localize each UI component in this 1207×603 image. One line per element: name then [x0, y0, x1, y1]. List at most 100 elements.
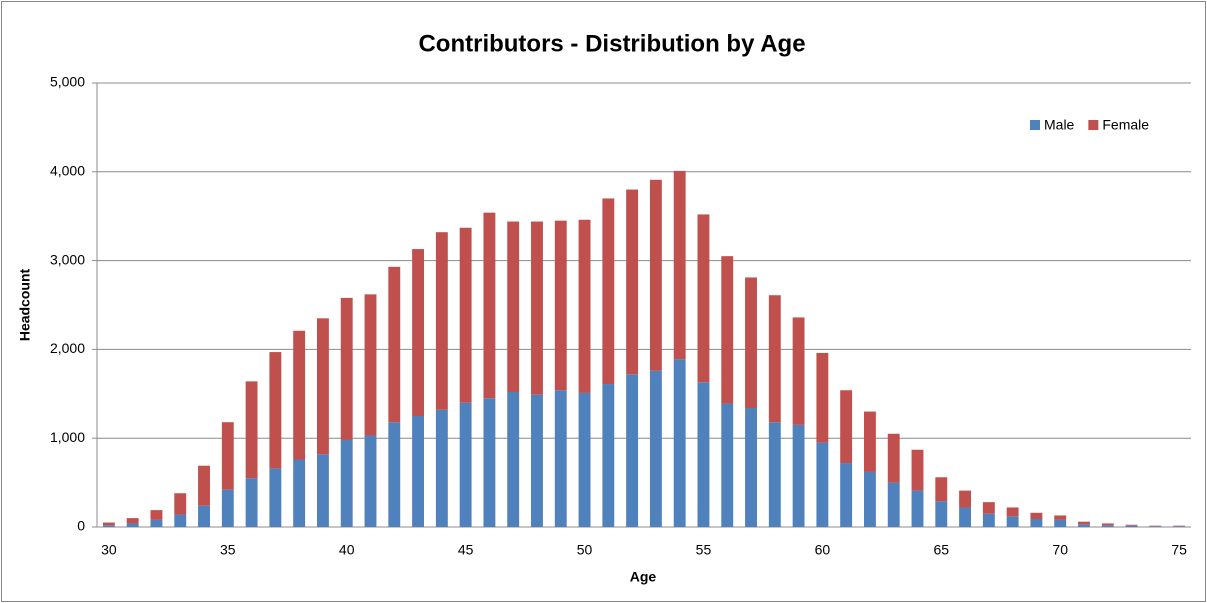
bar-segment	[388, 266, 401, 423]
bar-segment	[578, 219, 591, 393]
bar-segment	[697, 382, 710, 527]
bar-segment	[721, 403, 734, 527]
bar-segment	[126, 518, 139, 524]
bar-segment	[1173, 525, 1186, 527]
bar-segment	[816, 352, 829, 443]
bar-segment	[531, 394, 543, 527]
bar-segment	[768, 422, 781, 527]
bar-segment	[673, 170, 686, 360]
bar-segment	[816, 442, 829, 527]
bar-segment	[269, 468, 282, 527]
bar-segment	[435, 232, 448, 410]
x-tick-label: 60	[815, 542, 831, 558]
bar-segment	[982, 502, 995, 514]
bar-segment	[959, 507, 972, 527]
x-tick-label: 35	[220, 542, 236, 558]
bar-segment	[483, 212, 496, 399]
y-tick-label: 2,000	[50, 340, 85, 356]
bar-segment	[863, 411, 876, 472]
bar-segment	[721, 256, 734, 404]
y-tick-label: 1,000	[50, 429, 85, 445]
bar-segment	[1125, 525, 1138, 527]
bar-segment	[768, 295, 781, 423]
bar-segment	[649, 179, 662, 371]
bar-segment	[863, 471, 876, 527]
bar-segment	[840, 463, 853, 527]
bar-segment	[293, 330, 306, 460]
bar-segment	[1125, 524, 1138, 526]
bar-segment	[340, 297, 353, 440]
bar-segment	[602, 198, 615, 385]
bar-segment	[673, 359, 686, 527]
x-tick-label: 30	[101, 542, 117, 558]
x-axis-title: Age	[630, 569, 657, 585]
bar-segment	[102, 522, 115, 526]
bar-segment	[697, 214, 710, 383]
bar-segment	[1054, 515, 1067, 520]
bar-segment	[649, 370, 662, 527]
bar-segment	[578, 392, 591, 527]
legend-label: Male	[1044, 117, 1075, 133]
bar-segment	[1030, 512, 1043, 520]
bar-segment	[340, 439, 353, 527]
bar-segment	[174, 493, 187, 515]
bar-segment	[554, 390, 567, 527]
bar-segment	[198, 505, 210, 527]
bar-segment	[554, 220, 567, 391]
bar-segment	[1054, 519, 1067, 527]
bar-segment	[887, 482, 900, 527]
bar-segment	[507, 221, 520, 393]
y-tick-label: 5,000	[50, 74, 85, 90]
bar-segment	[245, 381, 258, 479]
bar-segment	[316, 454, 329, 527]
bar-segment	[935, 477, 948, 502]
bar-segment	[745, 408, 757, 527]
bar-segment	[269, 352, 282, 469]
x-tick-label: 65	[933, 542, 949, 558]
bar-segment	[412, 416, 425, 527]
bar-segment	[911, 449, 924, 491]
bar-segment	[293, 459, 306, 527]
y-axis-title: Headcount	[17, 268, 33, 341]
bar-segment	[982, 513, 995, 527]
bar-segment	[174, 514, 187, 527]
bar-segment	[626, 374, 639, 527]
bar-segment	[1101, 525, 1114, 527]
bar-segment	[1101, 523, 1114, 526]
bar-segment	[792, 424, 805, 527]
bar-segment	[150, 510, 163, 520]
bar-segment	[388, 422, 401, 527]
bar-segment	[1173, 526, 1186, 527]
bar-segment	[483, 398, 496, 527]
bar-segment	[150, 519, 163, 527]
x-tick-label: 55	[696, 542, 712, 558]
bar-segment	[364, 435, 377, 527]
bar-segment	[840, 390, 853, 464]
x-tick-label: 75	[1171, 542, 1187, 558]
bar-segment	[626, 189, 639, 375]
bar-segment	[412, 249, 425, 416]
bar-segment	[1078, 521, 1090, 525]
bar-segment	[745, 277, 757, 409]
bar-segment	[935, 501, 948, 527]
y-tick-label: 0	[77, 518, 85, 534]
x-tick-label: 40	[339, 542, 355, 558]
bar-segment	[531, 221, 543, 395]
bar-segment	[1006, 516, 1019, 527]
x-tick-label: 50	[577, 542, 593, 558]
bar-segment	[911, 490, 924, 527]
bar-segment	[507, 392, 520, 527]
bar-segment	[959, 490, 972, 508]
bar-segment	[792, 317, 805, 425]
bar-segment	[245, 478, 258, 527]
x-tick-label: 45	[458, 542, 474, 558]
bar-segment	[602, 384, 615, 527]
bar-segment	[198, 465, 210, 506]
legend-swatch	[1030, 120, 1040, 130]
bar-segment	[435, 409, 448, 527]
bar-segment	[887, 433, 900, 483]
bar-segment	[1149, 525, 1162, 527]
bar-segment	[1030, 519, 1043, 527]
